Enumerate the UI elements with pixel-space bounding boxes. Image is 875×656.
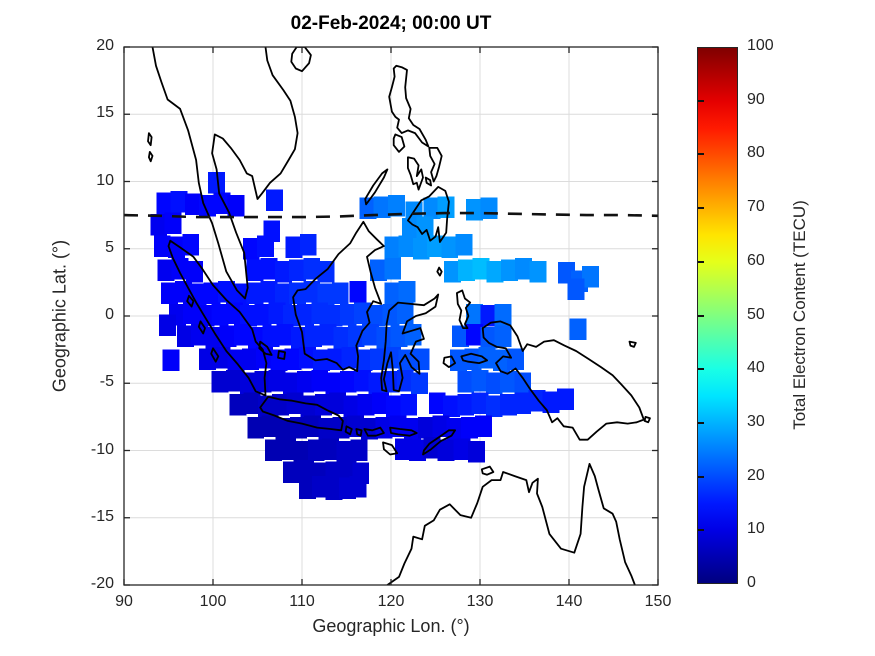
y-tick-label: 0 xyxy=(105,306,114,323)
coastline-buru xyxy=(442,355,456,368)
colorbar-label: Total Electron Content (TECU) xyxy=(790,200,809,430)
y-tick-label: -5 xyxy=(99,373,114,391)
dip-equator-line xyxy=(124,211,658,219)
coastline-sangihe xyxy=(436,266,443,277)
colorbar-tick-label: 60 xyxy=(747,251,765,269)
colorbar-tick-label: 20 xyxy=(747,466,765,484)
coastline-mentawai-south xyxy=(210,347,220,363)
x-tick-label: 90 xyxy=(115,593,133,610)
coastline-luzon xyxy=(388,64,430,148)
coastline-samar-leyte xyxy=(428,147,443,183)
coastline-australia xyxy=(386,463,636,585)
coastline-belitung xyxy=(277,350,286,360)
colorbar-tick-label: 30 xyxy=(747,412,765,430)
coastline-borneo xyxy=(292,220,385,372)
coastline-lombok xyxy=(355,428,363,437)
colorbar-tick-label: 50 xyxy=(747,305,765,323)
coastline-mainland-se-asia xyxy=(151,47,299,300)
colorbar-tick-mark xyxy=(698,475,704,478)
plot-title: 02-Feb-2024; 00:00 UT xyxy=(290,13,492,34)
coastline-nias xyxy=(186,294,195,308)
y-tick-label: -10 xyxy=(90,440,114,458)
coastline-bali xyxy=(344,425,353,436)
x-tick-label: 150 xyxy=(644,593,672,610)
coastline-sulawesi xyxy=(380,293,440,393)
coastlines-layer xyxy=(147,47,651,585)
coastline-andaman-south xyxy=(148,151,154,163)
colorbar-tick-label: 40 xyxy=(747,359,765,377)
x-tick-label: 100 xyxy=(199,593,227,610)
x-axis-label: Geographic Lon. (°) xyxy=(312,616,470,636)
coastline-bangka xyxy=(258,340,273,356)
coastline-sumbawa xyxy=(363,426,385,437)
y-tick-label: -15 xyxy=(90,507,114,525)
coastline-new-guinea xyxy=(481,320,645,441)
y-tick-label: 20 xyxy=(96,37,114,54)
colorbar-tick-mark xyxy=(698,153,704,156)
x-tick-label: 130 xyxy=(466,593,494,610)
y-tick-label: -20 xyxy=(90,575,114,592)
colorbar-tick-label: 100 xyxy=(747,37,774,54)
coastline-halmahera xyxy=(456,289,472,329)
coastline-hainan xyxy=(290,47,312,73)
colorbar-tick-label: 0 xyxy=(747,574,756,591)
coastline-trobriand xyxy=(643,416,651,424)
colorbar-tick-mark xyxy=(698,368,704,371)
x-tick-label: 120 xyxy=(377,593,405,610)
coastline-sumatra xyxy=(167,239,268,397)
coastline-manus xyxy=(628,340,637,348)
coastline-palawan xyxy=(364,168,389,206)
coastline-mindanao xyxy=(407,186,450,243)
tec-patches-layer xyxy=(150,172,599,501)
coastline-java xyxy=(259,395,344,432)
coastline-sumba xyxy=(382,441,399,456)
colorbar-tick-mark xyxy=(698,99,704,102)
colorbar-tick-mark xyxy=(698,529,704,532)
y-tick-label: 10 xyxy=(96,171,114,189)
colorbar-tick-mark xyxy=(698,421,704,424)
colorbar-tick-mark xyxy=(698,260,704,263)
coastline-timor xyxy=(422,429,456,456)
x-tick-label: 110 xyxy=(289,593,315,610)
tick-marks xyxy=(123,46,659,586)
y-tick-label: 5 xyxy=(105,238,114,256)
colorbar-tick-label: 80 xyxy=(747,144,765,162)
coastline-melville xyxy=(480,465,495,476)
coastline-mentawai-north xyxy=(197,320,206,335)
coastline-panay-negros xyxy=(407,156,424,191)
coastline-mindoro xyxy=(392,133,406,153)
x-tick-label: 140 xyxy=(555,593,583,610)
colorbar-tick-label: 10 xyxy=(747,520,765,538)
colorbar-tick-mark xyxy=(698,207,704,210)
coastline-flores xyxy=(389,426,418,437)
coastline-cebu-bohol xyxy=(424,176,432,187)
y-tick-label: 15 xyxy=(96,104,114,122)
coastline-andaman-north xyxy=(147,132,153,147)
colorbar-tick-mark xyxy=(698,314,704,317)
coastline-seram xyxy=(460,352,488,364)
colorbar-tick-label: 70 xyxy=(747,198,765,216)
colorbar-tick-label: 90 xyxy=(747,90,765,108)
